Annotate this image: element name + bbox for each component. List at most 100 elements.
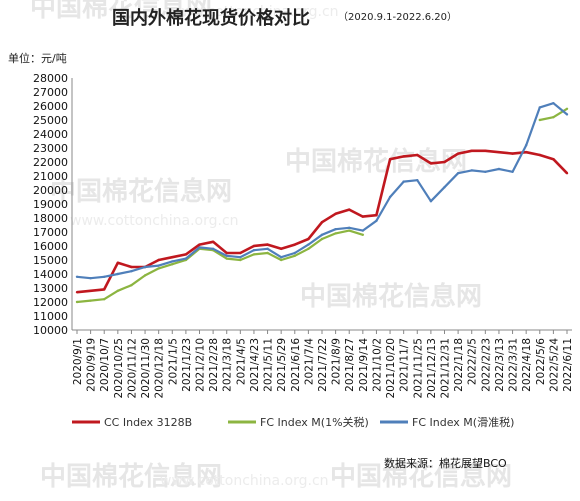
y-tick-label: 17000 (33, 226, 68, 239)
data-point (130, 284, 133, 287)
x-tick-label: 2021/11/7 (399, 338, 411, 392)
watermark-layer: 中国棉花信息网 www.cottonchina.org.cn 中国棉花信息网 中… (30, 0, 512, 492)
data-point (456, 172, 460, 175)
data-point (565, 172, 569, 175)
data-point (348, 229, 351, 232)
data-point (130, 270, 133, 273)
data-point (252, 253, 256, 256)
x-tick-label: 2022/5/6 (535, 338, 547, 385)
x-tick-label: 2021/3/18 (222, 338, 234, 392)
data-point (375, 214, 378, 217)
data-point (538, 153, 541, 157)
data-point (334, 228, 337, 231)
y-tick-label: 14000 (33, 268, 68, 281)
data-point (348, 208, 351, 211)
x-tick-label: 2021/5/11 (263, 338, 275, 392)
data-point (416, 179, 419, 182)
x-tick-label: 2022/2/5 (467, 338, 479, 385)
x-tick-label: 2021/4/23 (249, 338, 261, 392)
data-point (279, 258, 283, 262)
data-point (211, 247, 215, 250)
x-tick-label: 2021/2/28 (208, 338, 220, 392)
watermark-brand: 中国棉花信息网 (50, 176, 232, 207)
data-point (552, 158, 555, 161)
data-point (116, 272, 120, 276)
data-point (497, 167, 501, 171)
y-tick-label: 24000 (33, 128, 68, 141)
x-tick-label: 2022/1/18 (453, 338, 465, 392)
y-tick-label: 28000 (33, 72, 68, 85)
x-tick-label: 2020/9/19 (86, 338, 98, 392)
x-tick-label: 2021/6/16 (290, 338, 302, 392)
data-point (75, 291, 79, 294)
data-point (538, 106, 541, 109)
data-point (266, 251, 269, 255)
data-point (184, 253, 188, 256)
data-point (375, 219, 378, 222)
data-point (497, 151, 501, 154)
data-point (171, 256, 174, 259)
y-tick-label: 21000 (33, 170, 68, 183)
x-tick-label: 2020/9/1 (72, 338, 84, 385)
data-point (511, 152, 514, 155)
x-tick-label: 2020/10/7 (99, 338, 111, 392)
x-tick-label: 2021/7/4 (303, 338, 315, 385)
series-line-2 (76, 229, 364, 304)
x-tick-label: 2021/11/25 (412, 338, 424, 399)
data-point (116, 261, 120, 264)
data-point (334, 232, 337, 235)
y-tick-label: 26000 (33, 100, 68, 113)
chart-subtitle: （2020.9.1-2022.6.20） (338, 12, 458, 23)
x-tick-label: 2021/5/29 (276, 338, 288, 392)
y-tick-label: 23000 (33, 142, 68, 155)
data-point (334, 212, 337, 215)
data-point (320, 221, 324, 224)
data-point (484, 149, 487, 152)
x-tick-label: 2021/2/10 (195, 338, 207, 392)
data-point (225, 251, 228, 255)
data-point (293, 251, 296, 255)
data-point (89, 289, 92, 292)
x-tick-label: 2021/10/20 (385, 338, 397, 399)
x-tick-label: 2022/6/11 (562, 338, 574, 392)
data-point (416, 153, 419, 157)
legend: CC Index 3128B FC Index M(1%关税) FC Index M… (72, 415, 514, 429)
data-point (157, 258, 160, 262)
x-tick-label: 2021/12/13 (426, 338, 438, 399)
data-point (429, 162, 433, 165)
data-point (225, 257, 228, 260)
x-tick-label: 2021/1/5 (167, 338, 179, 385)
data-point (524, 151, 528, 154)
x-tick-label: 2021/7/22 (317, 338, 329, 392)
data-point (388, 158, 392, 161)
data-point (443, 160, 446, 164)
data-point (279, 256, 283, 259)
data-point (429, 200, 433, 203)
data-point (293, 254, 296, 257)
x-tick-label: 2021/4/5 (235, 338, 247, 385)
x-tick-label: 2022/2/23 (480, 338, 492, 392)
unit-label: 单位：元/吨 (8, 52, 67, 65)
x-tick-label: 2022/4/18 (521, 338, 533, 392)
data-point (143, 265, 147, 269)
data-point (320, 233, 324, 236)
y-tick-label: 27000 (33, 86, 68, 99)
x-tick-label: 2022/5/24 (548, 338, 560, 392)
data-point (116, 289, 120, 292)
data-point (307, 243, 310, 246)
data-point (239, 258, 242, 262)
data-point (511, 170, 514, 173)
legend-label: FC Index M(1%关税) (260, 415, 369, 429)
data-point (130, 265, 133, 269)
x-tick-label: 2021/9/14 (358, 338, 370, 392)
x-tick-label: 2020/11/30 (140, 338, 152, 399)
data-point (266, 247, 269, 250)
x-tick-label: 2020/10/25 (113, 338, 125, 399)
watermark-brand: 中国棉花信息网 (300, 281, 482, 312)
watermark-brand: 中国棉花信息网 (40, 461, 222, 492)
data-point (89, 277, 92, 280)
y-tick-label: 10000 (33, 324, 68, 337)
data-point (103, 275, 106, 278)
